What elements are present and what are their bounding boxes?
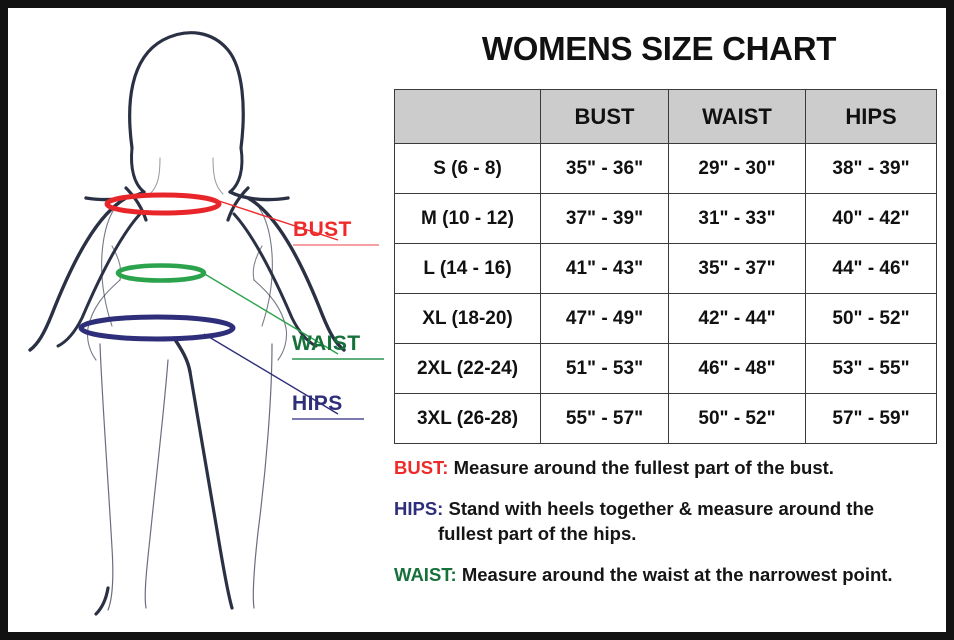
cell-size: XL (18-20) (394, 293, 541, 344)
table-row: XL (18-20) 47" - 49" 42" - 44" 50" - 52" (394, 293, 937, 344)
hair-right-tip (228, 190, 290, 202)
hip-left-outline (86, 279, 121, 361)
bust-leader-line (215, 199, 339, 241)
cell-waist: 46" - 48" (668, 343, 806, 394)
note-hips-text: Stand with heels together & measure arou… (443, 497, 875, 519)
hips-label-text: HIPS (292, 392, 343, 415)
arm-right-inner (232, 212, 318, 348)
arm-left-outer (28, 196, 128, 352)
waist-label: WAIST (292, 332, 384, 360)
cell-bust: 55" - 57" (540, 393, 669, 444)
cell-size: 2XL (22-24) (394, 343, 541, 394)
hair-left-strand (130, 146, 146, 194)
chart-panel: WOMENS SIZE CHART BUST WAIST HIPS S (6 -… (380, 8, 946, 632)
female-figure-illustration: BUST WAIST HIPS (8, 8, 384, 632)
leg-left-outer (99, 343, 114, 611)
cell-bust: 37" - 39" (540, 193, 669, 244)
cell-bust: 35" - 36" (540, 143, 669, 194)
bust-curve-left (124, 186, 148, 222)
crotch-accent (172, 336, 192, 374)
bust-label: BUST (293, 218, 379, 246)
column-header-size (394, 89, 541, 144)
figure-svg (28, 31, 346, 616)
cell-bust: 51" - 53" (540, 343, 669, 394)
note-bust-text: Measure around the fullest part of the b… (448, 457, 834, 478)
arm-left-inner (56, 212, 142, 348)
hair-outline (128, 31, 245, 150)
cell-hips: 50" - 52" (805, 293, 937, 344)
cell-waist: 42" - 44" (668, 293, 806, 344)
note-waist: WAIST: Measure around the waist at the n… (394, 563, 940, 588)
note-hips: HIPS: Stand with heels together & measur… (394, 497, 940, 547)
table-row: 2XL (22-24) 51" - 53" 46" - 48" 53" - 55… (394, 343, 937, 394)
neck-right (212, 157, 224, 195)
cell-bust: 47" - 49" (540, 293, 669, 344)
cell-hips: 38" - 39" (805, 143, 937, 194)
bust-band (104, 192, 222, 216)
leg-right-outer (252, 343, 273, 609)
cell-waist: 29" - 30" (668, 143, 806, 194)
cell-bust: 41" - 43" (540, 243, 669, 294)
cell-size: M (10 - 12) (394, 193, 541, 244)
note-hips-key: HIPS: (394, 497, 444, 519)
cell-size: L (14 - 16) (394, 243, 541, 294)
size-table: BUST WAIST HIPS S (6 - 8) 35" - 36" 29" … (394, 89, 937, 444)
table-row: S (6 - 8) 35" - 36" 29" - 30" 38" - 39" (394, 143, 937, 194)
hip-right-outline (253, 279, 288, 361)
measurement-notes: BUST: Measure around the fullest part of… (394, 456, 940, 604)
bust-label-text: BUST (293, 218, 352, 241)
neck-left (149, 157, 161, 195)
cell-waist: 50" - 52" (668, 393, 806, 444)
column-header-waist: WAIST (668, 89, 806, 144)
ankle-left-accent (94, 586, 110, 616)
cell-size: S (6 - 8) (394, 143, 541, 194)
hips-label-underline (292, 418, 364, 420)
bust-label-underline (293, 244, 379, 246)
cell-hips: 40" - 42" (805, 193, 937, 244)
leg-right-inner (188, 370, 234, 610)
note-bust-key: BUST: (394, 457, 449, 478)
table-row: L (14 - 16) 41" - 43" 35" - 37" 44" - 46… (394, 243, 937, 294)
table-header-row: BUST WAIST HIPS (394, 89, 937, 144)
note-waist-key: WAIST: (394, 563, 457, 585)
waist-band (115, 263, 207, 283)
table-row: M (10 - 12) 37" - 39" 31" - 33" 40" - 42… (394, 193, 937, 244)
arm-right-outer (246, 196, 346, 352)
hair-right-strand (228, 146, 244, 194)
cell-size: 3XL (26-28) (394, 393, 541, 444)
column-header-bust: BUST (540, 89, 669, 144)
hips-band (78, 314, 236, 342)
waist-leader-line (197, 269, 339, 355)
hips-label: HIPS (292, 392, 364, 420)
waist-label-text: WAIST (292, 332, 361, 355)
column-header-hips: HIPS (805, 89, 937, 144)
hips-leader-line (203, 333, 339, 415)
note-bust: BUST: Measure around the fullest part of… (394, 456, 940, 481)
page-title: WOMENS SIZE CHART (481, 30, 837, 67)
note-waist-text: Measure around the waist at the narrowes… (456, 563, 893, 585)
bust-curve-right (226, 186, 250, 222)
waist-label-underline (292, 358, 384, 360)
cell-waist: 31" - 33" (668, 193, 806, 244)
leg-left-inner (144, 359, 169, 609)
cell-hips: 44" - 46" (805, 243, 937, 294)
cell-hips: 57" - 59" (805, 393, 937, 444)
note-hips-continuation: fullest part of the hips. (438, 522, 637, 544)
table-row: 3XL (26-28) 55" - 57" 50" - 52" 57" - 59… (394, 393, 937, 444)
cell-waist: 35" - 37" (668, 243, 806, 294)
cell-hips: 53" - 55" (805, 343, 937, 394)
